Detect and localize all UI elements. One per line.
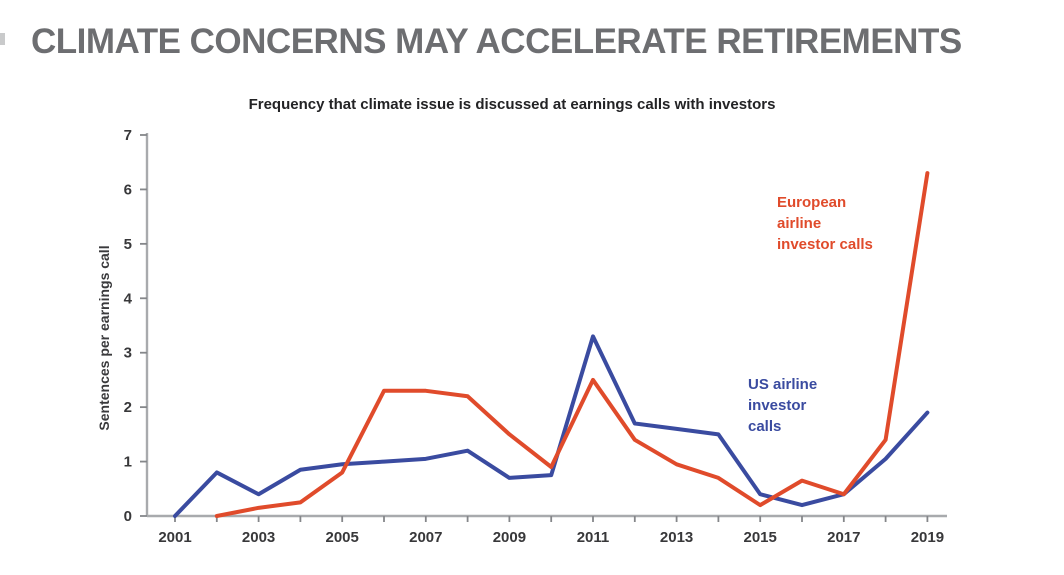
x-tick-label: 2001: [158, 529, 191, 546]
y-tick-label: 4: [124, 290, 133, 307]
series-line-european: [214, 171, 930, 518]
series-label-line: airline: [777, 215, 822, 232]
x-tick-label: 2003: [242, 529, 275, 546]
series-label-us: US airline investor calls: [748, 374, 817, 437]
series-label-european: European airline investor calls: [777, 192, 873, 255]
series-label-line: calls: [748, 418, 782, 435]
x-tick-label: 2007: [409, 529, 442, 546]
x-tick-label: 2019: [911, 529, 944, 546]
x-tick-label: 2015: [744, 529, 777, 546]
series-label-line: investor calls: [777, 236, 873, 253]
y-axis-title: Sentences per earnings call: [96, 245, 112, 431]
y-tick-label: 2: [124, 399, 132, 416]
x-tick-label: 2017: [827, 529, 860, 546]
y-tick-label: 7: [124, 127, 132, 144]
series-label-line: investor: [748, 397, 807, 414]
chart-subtitle: Frequency that climate issue is discusse…: [248, 96, 776, 113]
x-tick-label: 2009: [493, 529, 526, 546]
series-line-us: [173, 334, 930, 518]
y-tick-label: 3: [124, 345, 132, 362]
page-title: CLIMATE CONCERNS MAY ACCELERATE RETIREME…: [31, 22, 962, 61]
series-label-line: European: [777, 194, 847, 211]
x-tick-label: 2005: [326, 529, 359, 546]
y-tick-label: 5: [124, 236, 132, 253]
series-label-line: US airline: [748, 376, 818, 393]
x-tick-label: 2011: [577, 529, 610, 546]
y-tick-label: 6: [124, 181, 132, 198]
y-tick-label: 1: [124, 454, 132, 471]
left-edge-artifact: [0, 33, 5, 45]
y-tick-label: 0: [124, 508, 132, 525]
x-tick-label: 2013: [660, 529, 693, 546]
